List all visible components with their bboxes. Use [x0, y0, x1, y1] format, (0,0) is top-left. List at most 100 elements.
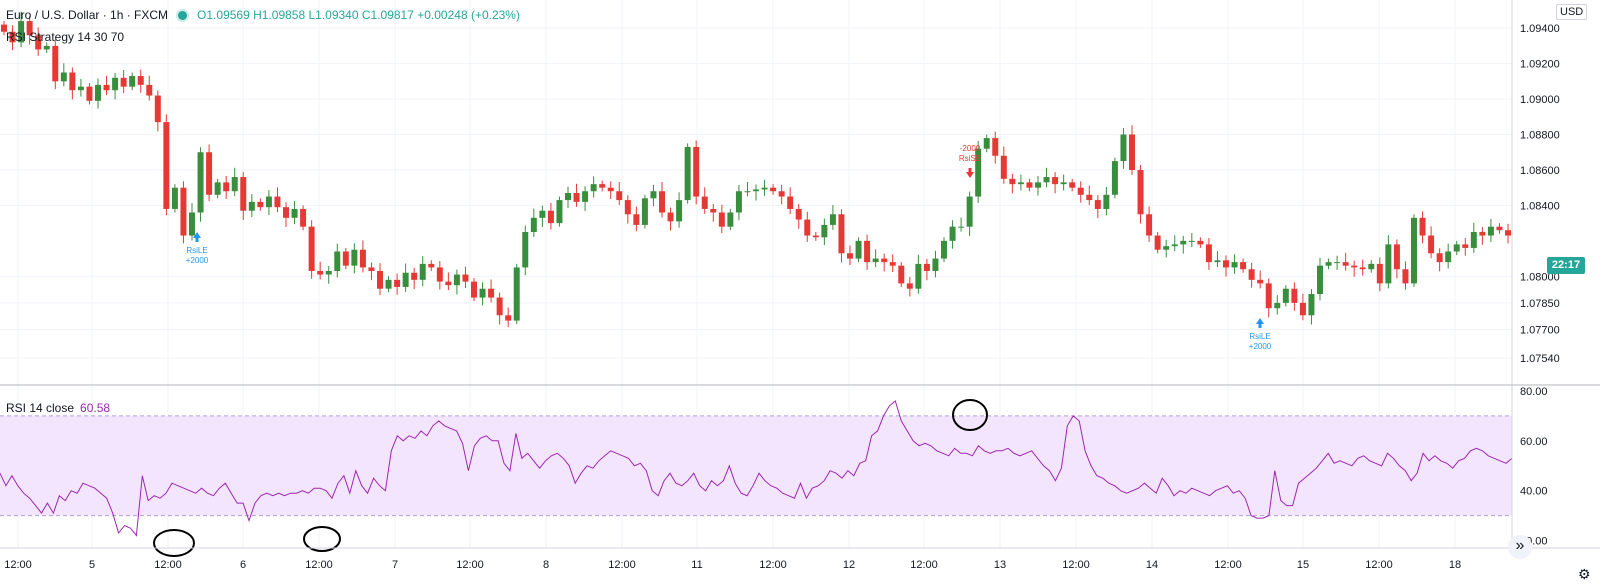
- strategy-legend[interactable]: RSI Strategy 14 30 70: [6, 30, 125, 44]
- candle-body: [402, 272, 409, 287]
- candle-body: [1035, 182, 1041, 188]
- time-tick-label: 12:00: [154, 559, 182, 571]
- price-tick-label: 1.07850: [1520, 298, 1560, 310]
- candle-body: [530, 217, 537, 232]
- candle-body: [1240, 262, 1247, 270]
- candle-body: [52, 45, 59, 82]
- candle-body: [77, 86, 84, 91]
- annotation-circles: [153, 399, 988, 557]
- candle-body: [650, 191, 657, 199]
- time-tick-label: 12:00: [1062, 559, 1090, 571]
- candle-body: [1496, 226, 1503, 231]
- candle-body: [744, 191, 751, 193]
- candle-body: [377, 270, 383, 289]
- long-arrow-icon: [1256, 318, 1264, 328]
- candle-body: [1393, 244, 1400, 270]
- candle-body: [582, 191, 589, 202]
- annotation-circle: [153, 529, 195, 557]
- candle-body: [445, 281, 452, 286]
- time-tick-label: 12:00: [759, 559, 787, 571]
- candle-body: [1129, 134, 1135, 170]
- candle-body: [778, 191, 785, 197]
- scroll-to-realtime-button[interactable]: »: [1508, 535, 1532, 559]
- time-tick-label: 12: [843, 559, 855, 571]
- candle-body: [9, 31, 16, 43]
- price-tick-label: 1.09400: [1520, 23, 1560, 35]
- price-tick-label: 1.08800: [1520, 130, 1560, 142]
- candle-body: [906, 283, 913, 289]
- time-tick-label: 8: [543, 559, 549, 571]
- candle-body: [436, 267, 443, 282]
- time-tick-label: 12:00: [608, 559, 636, 571]
- candle-body: [257, 201, 264, 208]
- candle-body: [753, 189, 759, 192]
- candle-body: [795, 208, 802, 220]
- last-price-badge: 22:17: [1547, 257, 1585, 274]
- candle-body: [471, 281, 477, 298]
- candle-body: [932, 258, 939, 271]
- candle-body: [1026, 182, 1033, 188]
- time-tick-label: 12:00: [1214, 559, 1242, 571]
- candle-body: [821, 224, 828, 238]
- candle-body: [1419, 217, 1426, 236]
- candle-body: [120, 77, 127, 87]
- candle-body: [547, 210, 554, 224]
- candle-body: [180, 187, 187, 236]
- candle-body: [992, 138, 999, 156]
- candle-body: [351, 249, 358, 266]
- currency-button[interactable]: USD: [1556, 4, 1588, 20]
- candle-body: [804, 219, 811, 236]
- candle-body: [1171, 244, 1178, 247]
- candle-body: [770, 187, 777, 192]
- candle-body: [342, 251, 349, 266]
- candle-body: [1231, 262, 1238, 268]
- candle-body: [334, 251, 341, 271]
- time-tick-label: 5: [89, 559, 95, 571]
- candle-body: [317, 270, 324, 275]
- time-tick-label: 14: [1146, 559, 1158, 571]
- candle-body: [735, 191, 742, 213]
- candle-body: [505, 315, 512, 321]
- candle-body: [1291, 288, 1298, 303]
- settings-button[interactable]: ⚙: [1578, 566, 1591, 583]
- candle-body: [1376, 263, 1383, 284]
- candle-body: [958, 226, 965, 228]
- candle-body: [1, 24, 7, 32]
- time-tick-label: 12:00: [456, 559, 484, 571]
- candle-body: [1359, 267, 1366, 270]
- candle-body: [1154, 235, 1161, 250]
- candle-body: [855, 240, 862, 259]
- market-status-icon: [178, 11, 188, 21]
- gear-icon: ⚙: [1578, 566, 1591, 582]
- candle-body: [949, 226, 956, 241]
- candle-body: [112, 77, 119, 91]
- candle-body: [1077, 187, 1084, 195]
- candle-body: [488, 288, 495, 298]
- candle-body: [35, 35, 42, 50]
- candle-body: [812, 235, 819, 238]
- symbol-title[interactable]: Euro / U.S. Dollar · 1h · FXCM: [6, 8, 169, 22]
- candle-body: [975, 148, 982, 197]
- rsi-legend[interactable]: RSI 14 close 60.58: [6, 401, 110, 415]
- candle-body: [1342, 262, 1349, 266]
- candle-body: [368, 267, 375, 271]
- candle-body: [522, 231, 529, 268]
- time-tick-label: 12:00: [305, 559, 333, 571]
- candle-body: [411, 272, 418, 280]
- candle-body: [1274, 302, 1281, 309]
- candle-body: [137, 76, 144, 85]
- candle-body: [573, 193, 580, 202]
- candle-body: [641, 198, 648, 225]
- candle-body: [26, 21, 33, 36]
- time-tick-label: 6: [240, 559, 246, 571]
- time-tick-label: 15: [1297, 559, 1309, 571]
- candle-body: [872, 258, 879, 263]
- candle-body: [684, 146, 691, 201]
- candle-body: [513, 267, 520, 321]
- candle-body: [1453, 244, 1460, 252]
- candle-body: [590, 184, 597, 192]
- price-tick-label: 1.07700: [1520, 324, 1560, 336]
- time-tick-label: 7: [392, 559, 398, 571]
